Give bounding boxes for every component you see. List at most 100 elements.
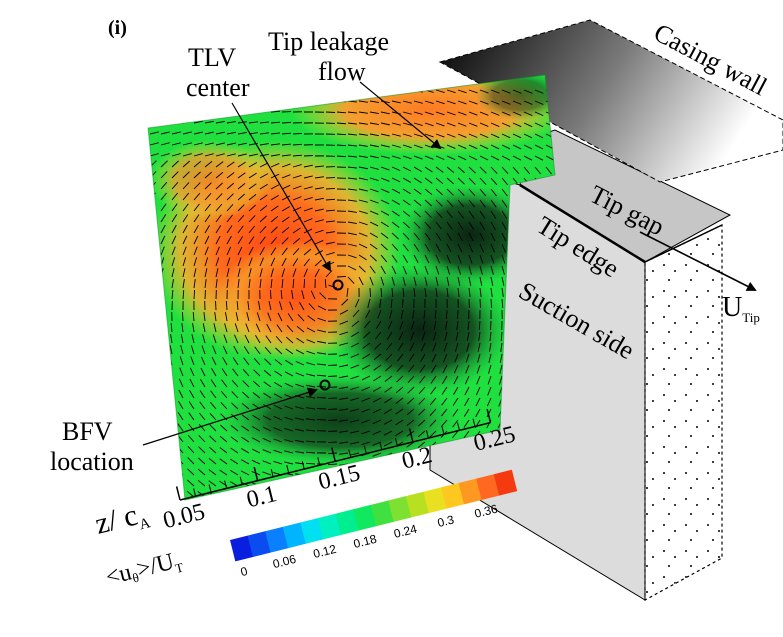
velocity-vector	[475, 408, 481, 418]
tlv-arrow	[231, 102, 332, 272]
velocity-vector	[292, 174, 302, 179]
velocity-vector	[259, 215, 267, 223]
velocity-vector	[182, 171, 190, 179]
velocity-vector	[193, 224, 199, 234]
velocity-vector	[479, 243, 484, 253]
velocity-vector	[468, 199, 475, 208]
velocity-vector	[211, 356, 217, 366]
velocity-vector	[523, 166, 531, 175]
velocity-vector	[270, 205, 279, 212]
velocity-vector	[259, 153, 269, 157]
velocity-vector	[197, 468, 206, 476]
velocity-vector	[419, 364, 426, 373]
velocity-vector	[464, 397, 470, 407]
velocity-vector	[372, 397, 382, 403]
velocity-vector	[380, 265, 386, 275]
velocity-vector	[237, 110, 247, 113]
colorbar-swatch	[476, 474, 500, 500]
velocity-vector	[281, 154, 291, 157]
velocity-vector	[237, 268, 241, 278]
velocity-vector	[325, 111, 336, 113]
velocity-vector	[204, 142, 214, 146]
velocity-vector	[325, 241, 335, 245]
velocity-vector	[501, 221, 507, 231]
velocity-vector	[420, 353, 426, 363]
velocity-vector	[316, 396, 327, 399]
velocity-vector	[372, 452, 382, 457]
velocity-vector	[435, 276, 439, 286]
velocity-vector	[466, 331, 470, 341]
velocity-vector	[273, 404, 283, 410]
velocity-vector	[303, 197, 313, 201]
tip-leakage-label-line1: Tip leakage	[268, 27, 389, 56]
velocity-vector	[165, 467, 173, 476]
velocity-vector	[193, 279, 196, 289]
velocity-vector	[395, 397, 404, 404]
velocity-vector	[406, 397, 415, 405]
velocity-vector	[289, 301, 294, 311]
velocity-vector	[446, 254, 451, 264]
velocity-vector	[277, 312, 283, 322]
velocity-vector	[314, 240, 324, 245]
velocity-vector	[171, 246, 176, 256]
velocity-vector	[380, 287, 383, 298]
axis-minor-tick	[224, 480, 228, 489]
velocity-vector	[433, 320, 437, 330]
velocity-vector	[262, 415, 272, 421]
velocity-vector	[369, 166, 379, 170]
velocity-vector	[372, 408, 382, 414]
velocity-vector	[435, 177, 444, 185]
tip-top-edge	[644, 224, 723, 263]
velocity-vector	[380, 122, 390, 126]
velocity-vector	[259, 88, 270, 91]
velocity-vector	[248, 88, 259, 91]
velocity-vector	[270, 163, 280, 168]
velocity-vector	[466, 342, 470, 352]
velocity-vector	[478, 331, 481, 341]
velocity-vector	[490, 144, 500, 150]
velocity-vector	[402, 265, 407, 275]
velocity-vector	[193, 214, 200, 223]
velocity-vector	[402, 166, 412, 172]
velocity-vector	[204, 225, 210, 234]
velocity-vector	[402, 243, 409, 252]
velocity-vector	[413, 166, 422, 172]
velocity-vector	[347, 199, 357, 202]
velocity-vector	[232, 368, 239, 377]
velocity-vector	[246, 312, 250, 322]
velocity-vector	[372, 474, 382, 479]
velocity-vector	[358, 221, 368, 226]
velocity-vector	[314, 197, 324, 201]
velocity-vector	[248, 194, 257, 201]
velocity-vector	[307, 315, 316, 322]
velocity-vector	[418, 419, 426, 427]
velocity-vector	[193, 268, 197, 278]
velocity-vector	[263, 381, 272, 388]
velocity-vector	[281, 163, 291, 168]
velocity-vector	[303, 186, 313, 190]
velocity-vector	[350, 353, 360, 358]
velocity-vector	[284, 371, 294, 377]
velocity-vector	[215, 257, 220, 267]
velocity-vector	[237, 172, 246, 179]
velocity-vector	[421, 331, 426, 341]
velocity-vector	[479, 100, 489, 105]
velocity-vector	[319, 292, 327, 300]
velocity-vector	[188, 412, 195, 421]
velocity-vector	[149, 131, 159, 135]
velocity-vector	[391, 177, 401, 183]
velocity-vector	[501, 298, 504, 309]
velocity-vector	[408, 353, 415, 362]
velocity-vector	[171, 279, 174, 289]
velocity-vector	[262, 437, 272, 443]
velocity-vector	[430, 375, 437, 384]
velocity-vector	[165, 490, 173, 498]
velocity-vector	[479, 122, 489, 127]
velocity-vector	[284, 461, 294, 465]
velocity-vector	[350, 408, 360, 412]
axis-minor-tick	[193, 488, 197, 497]
velocity-vector	[305, 462, 316, 465]
velocity-vector	[545, 155, 555, 161]
velocity-vector	[279, 301, 283, 311]
velocity-vector	[281, 132, 292, 135]
